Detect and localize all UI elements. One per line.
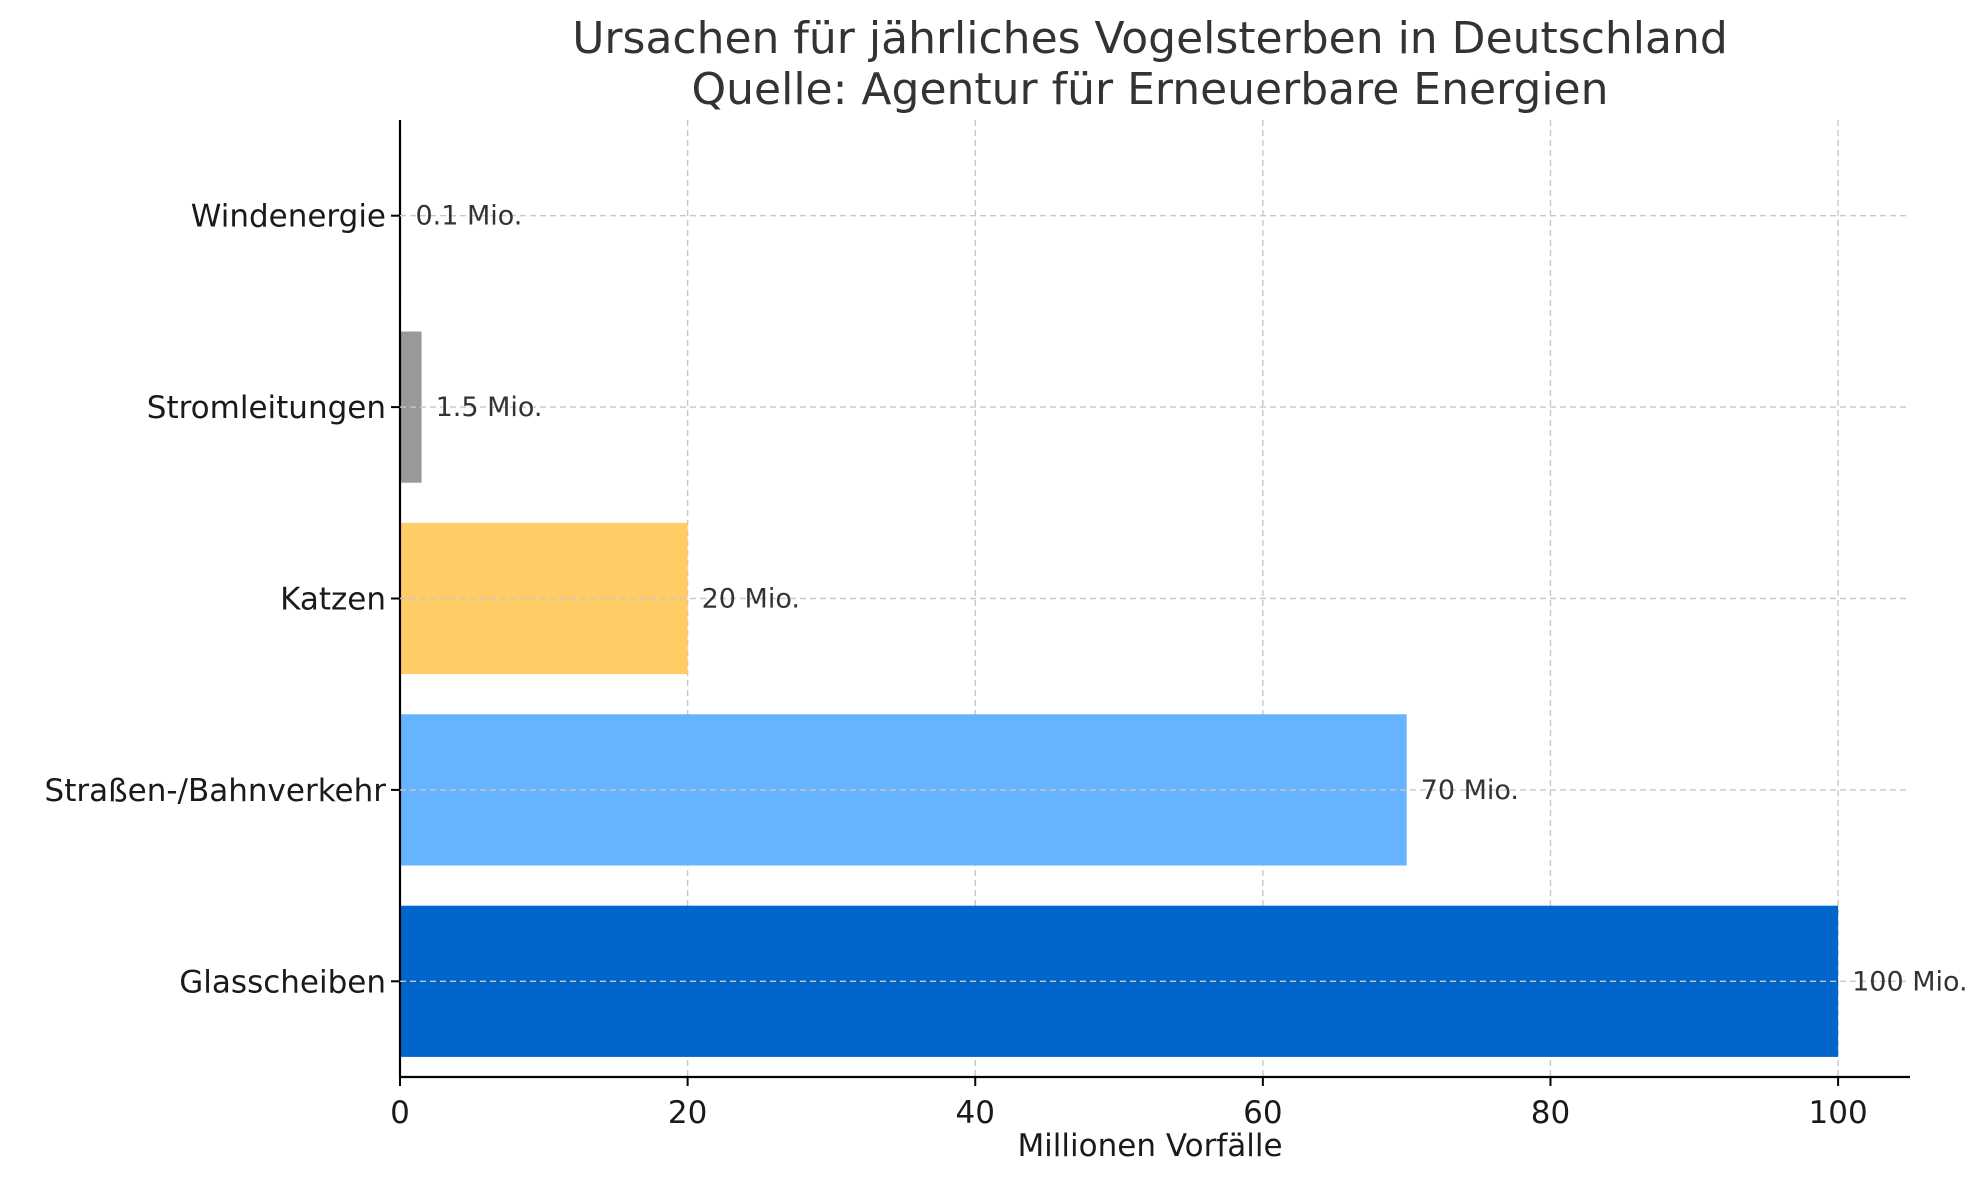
data-label: 70 Mio. [1421, 775, 1519, 806]
data-label: 100 Mio. [1852, 966, 1968, 997]
x-axis-label: Millionen Vorfälle [1017, 1128, 1282, 1164]
x-tick-label: 20 [668, 1095, 707, 1131]
chart-subtitle: Quelle: Agentur für Erneuerbare Energien [692, 64, 1609, 115]
y-tick-label: Glasscheiben [179, 964, 386, 1000]
bar-glasscheiben [400, 905, 1839, 1057]
axes: 0 20 40 60 80 100 Glasscheiben Straßen-/Bahnver… [45, 120, 1910, 1131]
chart-title: Ursachen für jährliches Vogelsterben in … [572, 13, 1728, 64]
y-tick-label: Stromleitungen [147, 390, 386, 426]
x-tick-label: 40 [956, 1095, 995, 1131]
y-tick-label: Windenergie [191, 199, 386, 235]
x-tick-label: 100 [1809, 1095, 1868, 1131]
data-label: 20 Mio. [702, 584, 800, 615]
y-tick-label: Straßen-/Bahnverkehr [45, 773, 387, 809]
data-label: 1.5 Mio. [436, 392, 543, 423]
data-labels: 100 Mio. 70 Mio. 20 Mio. 1.5 Mio. 0.1 Mio. [400, 201, 1968, 997]
x-tick-label: 60 [1243, 1095, 1282, 1131]
data-label: 0.1 Mio. [415, 201, 522, 232]
x-tick-label: 80 [1531, 1095, 1570, 1131]
y-tick-label: Katzen [280, 582, 386, 618]
x-tick-label: 0 [390, 1095, 410, 1131]
